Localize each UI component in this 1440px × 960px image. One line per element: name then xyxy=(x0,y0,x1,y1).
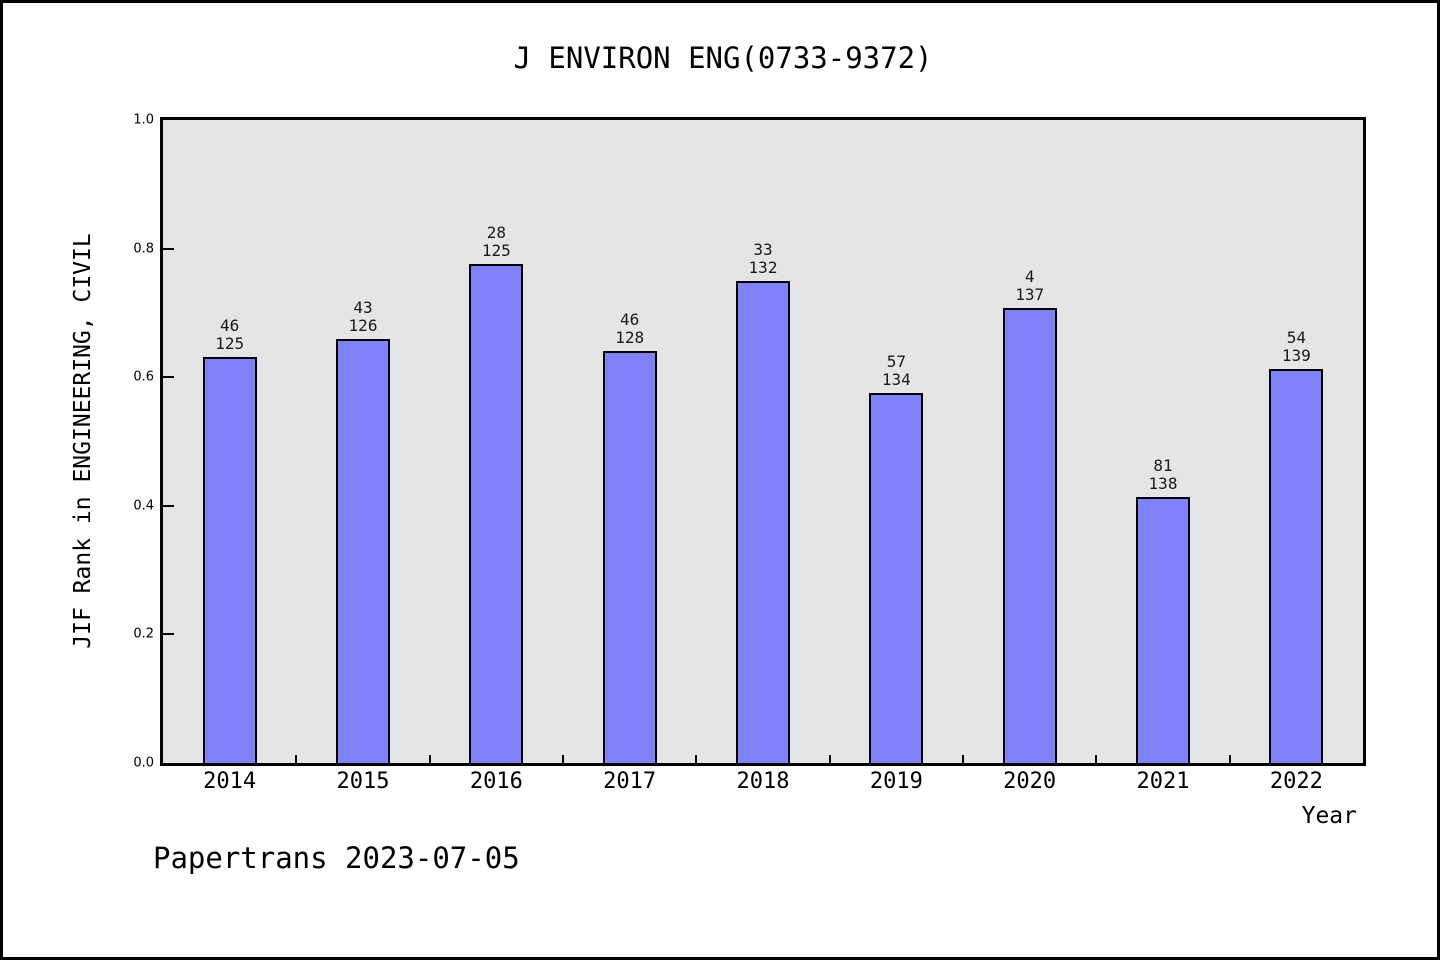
bar-2018 xyxy=(736,281,790,763)
x-tick-label-2020: 2020 xyxy=(1003,769,1057,794)
bar-2021 xyxy=(1136,497,1190,763)
bar-2016 xyxy=(469,264,523,763)
x-tick-label-2021: 2021 xyxy=(1136,769,1190,794)
chart-title: J ENVIRON ENG(0733-9372) xyxy=(513,41,933,75)
bar-value-label-2021: 81 138 xyxy=(1148,456,1178,493)
x-axis-tick xyxy=(429,755,431,763)
y-tick-label-0.2: 0.2 xyxy=(133,626,154,642)
x-axis-tick xyxy=(962,755,964,763)
bar-value-label-2017: 46 128 xyxy=(615,310,645,347)
bar-value-label-2019: 57 134 xyxy=(881,352,911,389)
x-axis-tick xyxy=(562,755,564,763)
x-tick-label-2018: 2018 xyxy=(736,769,790,794)
x-tick-label-2019: 2019 xyxy=(869,769,923,794)
x-tick-label-2014: 2014 xyxy=(203,769,257,794)
y-axis-tick xyxy=(163,248,174,250)
bar-value-label-2016: 28 125 xyxy=(481,223,511,260)
bar-value-label-2020: 4 137 xyxy=(1015,267,1045,304)
footer-watermark: Papertrans 2023-07-05 xyxy=(153,841,520,875)
y-axis-tick xyxy=(163,376,174,378)
y-tick-label-0.8: 0.8 xyxy=(133,241,154,257)
y-axis-tick xyxy=(163,633,174,635)
y-tick-label-1.0: 1.0 xyxy=(133,112,154,128)
bar-2022 xyxy=(1269,369,1323,763)
y-tick-label-0.4: 0.4 xyxy=(133,498,154,514)
y-axis-label: JIF Rank in ENGINEERING, CIVIL xyxy=(70,233,96,649)
x-axis-tick xyxy=(1229,755,1231,763)
x-axis-tick xyxy=(829,755,831,763)
y-axis-tick xyxy=(163,505,174,507)
bar-value-label-2018: 33 132 xyxy=(748,240,778,277)
x-axis-tick xyxy=(295,755,297,763)
x-tick-label-2016: 2016 xyxy=(469,769,523,794)
x-tick-label-2022: 2022 xyxy=(1269,769,1323,794)
x-axis-tick xyxy=(695,755,697,763)
y-tick-label-0.6: 0.6 xyxy=(133,369,154,385)
x-tick-label-2015: 2015 xyxy=(336,769,390,794)
bar-2017 xyxy=(603,351,657,763)
bar-2014 xyxy=(203,357,257,763)
bar-value-label-2014: 46 125 xyxy=(215,316,245,353)
bar-2015 xyxy=(336,339,390,763)
bar-2020 xyxy=(1003,308,1057,763)
x-axis-tick xyxy=(1095,755,1097,763)
bar-2019 xyxy=(869,393,923,763)
bar-value-label-2015: 43 126 xyxy=(348,298,378,335)
y-tick-label-0.0: 0.0 xyxy=(133,755,154,771)
x-tick-label-2017: 2017 xyxy=(603,769,657,794)
bar-value-label-2022: 54 139 xyxy=(1281,328,1311,365)
plot-area: 46 125 43 126 28 125 46 128 33 132 57 134 4 13… xyxy=(160,117,1366,766)
x-axis-label: Year xyxy=(1301,803,1357,829)
